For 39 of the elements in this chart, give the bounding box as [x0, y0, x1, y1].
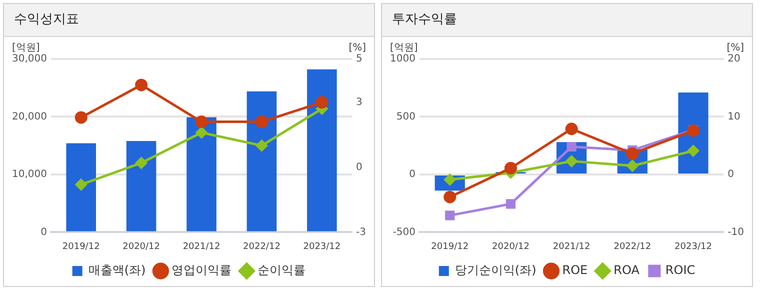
- y-axis-title: [억원]: [12, 42, 40, 54]
- legend-label: ROA: [614, 263, 640, 278]
- x-tick-label: 2019/12: [431, 242, 469, 252]
- y2-axis-title: [%]: [726, 42, 744, 54]
- y2-tick-label: 20: [728, 54, 740, 65]
- y-tick-label: 20,000: [12, 111, 47, 122]
- y-tick-label: 0: [409, 169, 416, 180]
- y2-tick-label: 5: [356, 54, 362, 65]
- y-axis-title: [억원]: [390, 42, 418, 54]
- y2-tick-label: 10: [728, 111, 740, 122]
- legend-label: ROIC: [665, 263, 696, 278]
- legend-label: 영업이익률: [172, 263, 232, 278]
- y-tick-label: 500: [396, 111, 416, 122]
- chart-title: 투자수익률: [382, 4, 752, 37]
- x-tick-label: 2022/12: [243, 242, 280, 252]
- y2-tick-label: 0: [356, 162, 362, 173]
- y2-axis-title: [%]: [348, 42, 366, 54]
- x-tick-label: 2020/12: [492, 242, 530, 252]
- x-tick-label: 2021/12: [182, 242, 220, 252]
- chart-title: 수익성지표: [4, 4, 374, 37]
- legend-label: 당기순이익(좌): [454, 263, 536, 278]
- x-tick-label: 2021/12: [552, 242, 590, 252]
- y-tick-label: 30,000: [12, 54, 47, 65]
- legend-label: ROE: [562, 263, 588, 278]
- y-tick-label: 0: [40, 226, 47, 238]
- x-tick-label: 2020/12: [122, 242, 160, 252]
- y2-tick-label: -10: [728, 226, 744, 238]
- y2-tick-label: -3: [356, 226, 366, 238]
- y-tick-label: -500: [392, 226, 416, 238]
- y2-tick-label: 3: [356, 96, 362, 108]
- y-tick-label: 1000: [390, 54, 416, 65]
- x-tick-label: 2019/12: [62, 242, 100, 252]
- legend-label: 매출액(좌): [88, 263, 146, 278]
- legend-label: 순이익률: [258, 263, 306, 278]
- x-tick-label: 2023/12: [303, 242, 341, 252]
- y2-tick-label: 0: [728, 169, 734, 180]
- y-tick-label: 10,000: [12, 169, 47, 180]
- x-tick-label: 2022/12: [614, 242, 652, 252]
- x-tick-label: 2023/12: [674, 242, 712, 252]
